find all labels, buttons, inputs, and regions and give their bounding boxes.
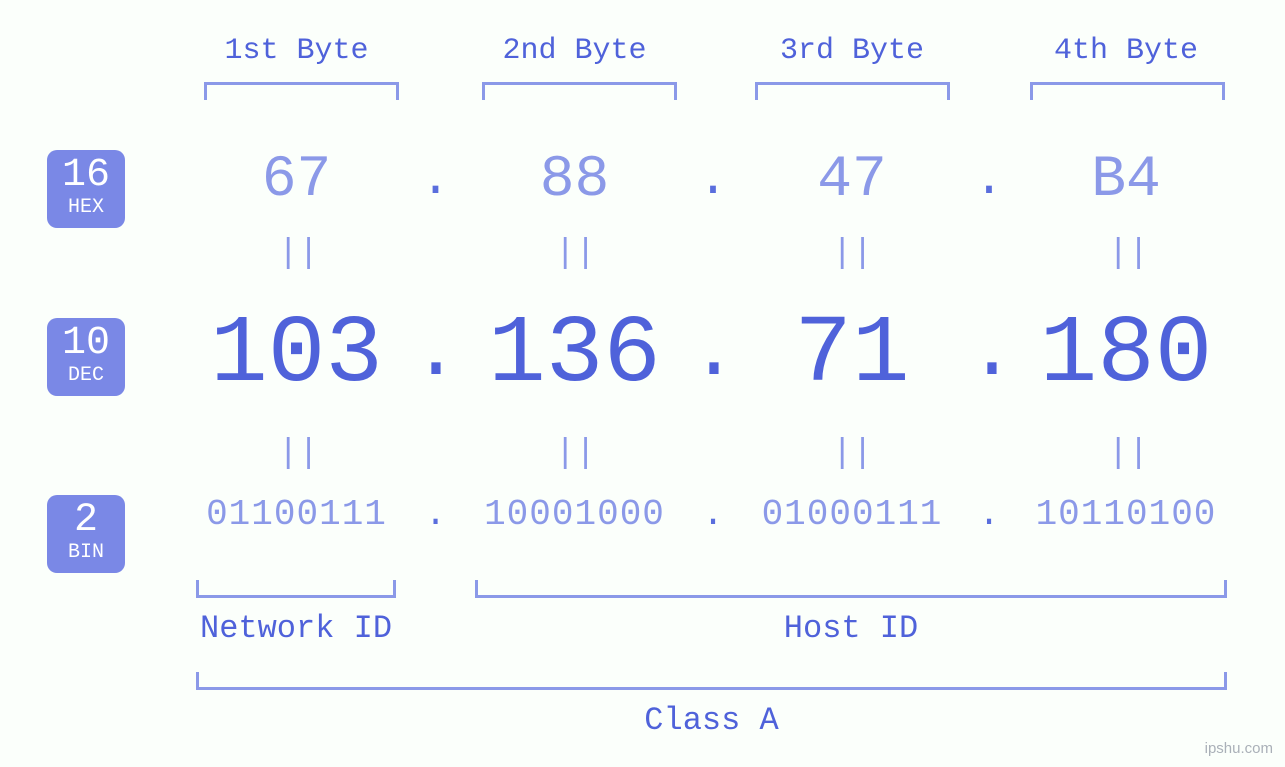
equals-1-3: ||	[832, 235, 872, 273]
base-num-dec: 10	[47, 324, 125, 364]
hex-dot-2: .	[690, 152, 736, 209]
top-bracket-3	[755, 82, 950, 100]
class-label: Class A	[196, 702, 1227, 739]
hex-byte-1: 67	[181, 148, 412, 213]
ip-diagram: 1st Byte 2nd Byte 3rd Byte 4th Byte 16 H…	[0, 0, 1285, 767]
byte-header-2: 2nd Byte	[459, 34, 690, 68]
bin-byte-3: 01000111	[736, 494, 968, 535]
dec-byte-3: 71	[736, 300, 968, 409]
host-bracket	[475, 580, 1227, 598]
bin-byte-2: 10001000	[459, 494, 690, 535]
network-bracket	[196, 580, 396, 598]
equals-1-2: ||	[555, 235, 595, 273]
byte-header-1: 1st Byte	[181, 34, 412, 68]
equals-2-3: ||	[832, 435, 872, 473]
base-num-bin: 2	[47, 501, 125, 541]
class-bracket	[196, 672, 1227, 690]
dec-byte-1: 103	[181, 300, 412, 409]
equals-1-4: ||	[1108, 235, 1148, 273]
bin-dot-1: .	[412, 494, 459, 535]
bin-byte-1: 01100111	[181, 494, 412, 535]
host-id-label: Host ID	[475, 610, 1227, 647]
top-bracket-4	[1030, 82, 1225, 100]
hex-byte-4: B4	[1010, 148, 1242, 213]
hex-dot-3: .	[968, 152, 1010, 209]
dec-dot-3: .	[968, 308, 1010, 399]
base-badge-dec: 10 DEC	[47, 318, 125, 396]
base-num-hex: 16	[47, 156, 125, 196]
hex-byte-3: 47	[736, 148, 968, 213]
base-txt-dec: DEC	[47, 366, 125, 386]
equals-2-1: ||	[278, 435, 318, 473]
base-badge-hex: 16 HEX	[47, 150, 125, 228]
top-bracket-2	[482, 82, 677, 100]
dec-dot-2: .	[690, 308, 736, 399]
base-txt-hex: HEX	[47, 198, 125, 218]
bin-byte-4: 10110100	[1010, 494, 1242, 535]
byte-header-4: 4th Byte	[1010, 34, 1242, 68]
dec-byte-4: 180	[1010, 300, 1242, 409]
watermark: ipshu.com	[1205, 740, 1273, 757]
equals-1-1: ||	[278, 235, 318, 273]
equals-2-2: ||	[555, 435, 595, 473]
dec-dot-1: .	[412, 308, 459, 399]
base-badge-bin: 2 BIN	[47, 495, 125, 573]
byte-header-3: 3rd Byte	[736, 34, 968, 68]
hex-dot-1: .	[412, 152, 459, 209]
hex-byte-2: 88	[459, 148, 690, 213]
dec-byte-2: 136	[459, 300, 690, 409]
equals-2-4: ||	[1108, 435, 1148, 473]
bin-dot-2: .	[690, 494, 736, 535]
base-txt-bin: BIN	[47, 543, 125, 563]
bin-dot-3: .	[968, 494, 1010, 535]
network-id-label: Network ID	[196, 610, 396, 647]
top-bracket-1	[204, 82, 399, 100]
